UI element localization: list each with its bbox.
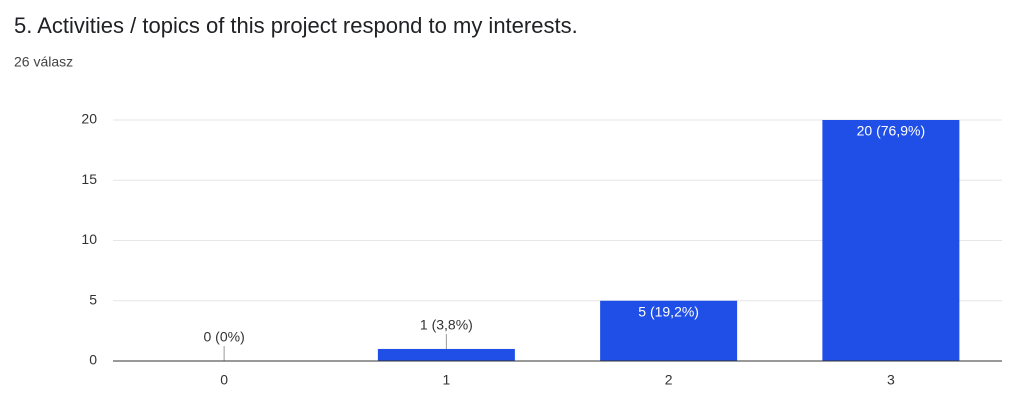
value-label: 20 (76,9%) xyxy=(857,123,925,139)
x-tick-label: 2 xyxy=(665,372,673,388)
chart-title: 5. Activities / topics of this project r… xyxy=(14,13,578,38)
y-tick-label: 5 xyxy=(89,291,97,307)
value-label: 0 (0%) xyxy=(204,329,245,345)
value-label: 5 (19,2%) xyxy=(638,303,699,319)
y-tick-label: 0 xyxy=(89,352,97,368)
y-tick-label: 20 xyxy=(81,111,97,127)
value-label: 1 (3,8%) xyxy=(420,317,473,333)
y-tick-label: 15 xyxy=(81,171,97,187)
x-tick-label: 1 xyxy=(442,372,450,388)
bar xyxy=(600,300,738,361)
bar xyxy=(377,348,515,361)
bar xyxy=(822,120,960,361)
x-tick-label: 0 xyxy=(220,372,228,388)
y-tick-label: 10 xyxy=(81,231,97,247)
x-tick-label: 3 xyxy=(887,372,895,388)
chart-subtitle: 26 válasz xyxy=(14,54,73,70)
